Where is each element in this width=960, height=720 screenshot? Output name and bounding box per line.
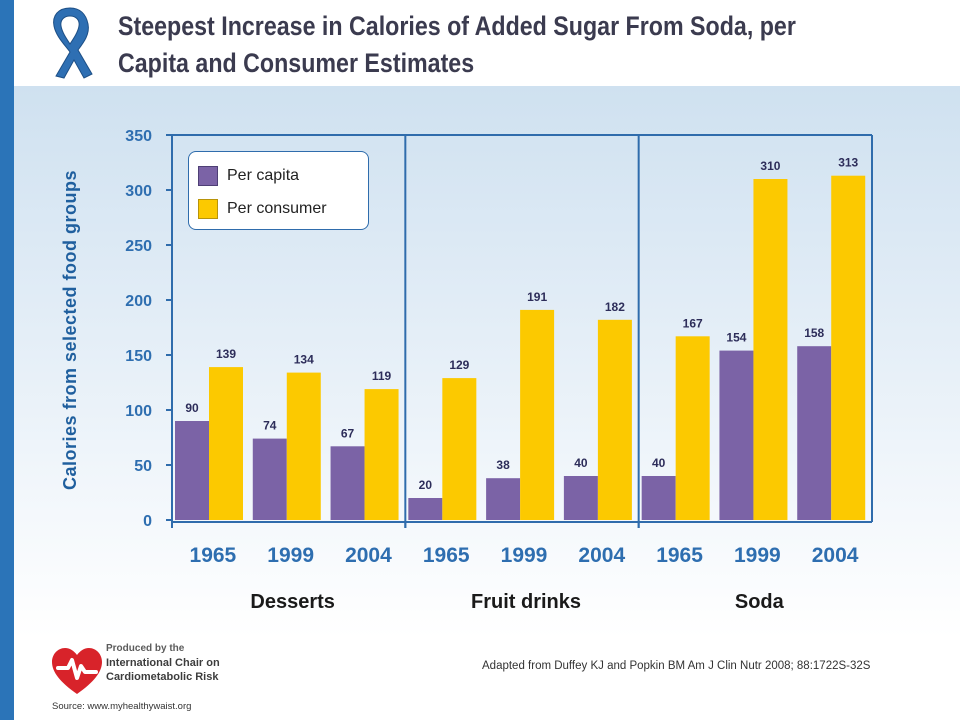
bar-per-capita [252,438,287,520]
bar-per-capita [330,446,365,520]
logo-line-3: Cardiometabolic Risk [106,671,219,683]
logo-line-1: Produced by the [106,643,185,654]
data-label-per-consumer: 313 [838,156,858,170]
title-line-2: Capita and Consumer Estimates [118,48,475,78]
bar-per-capita [563,476,598,520]
data-label-per-capita: 38 [496,458,510,472]
bar-per-consumer [831,175,866,520]
logo-text: Produced by the International Chair on C… [106,642,246,684]
data-label-per-consumer: 139 [216,347,236,361]
data-label-per-consumer: 129 [449,358,469,372]
legend-label-per-consumer: Per consumer [227,200,327,217]
chart-labels: 0 50 100 150 200 250 300 350 90 139 1965 74 134 1999 6… [125,128,858,613]
bar-per-capita [408,498,443,520]
x-year-label: 2004 [345,544,392,567]
data-label-per-consumer: 191 [527,290,547,304]
x-year-label: 2004 [812,544,859,567]
source-text: Source: www.myhealthywaist.org [52,701,192,712]
data-label-per-capita: 40 [574,456,588,470]
citation-text: Adapted from Duffey KJ and Popkin BM Am … [482,660,871,672]
data-label-per-capita: 67 [341,426,355,440]
x-year-label: 2004 [578,544,625,567]
bar-per-capita [175,421,209,520]
data-label-per-capita: 154 [726,331,746,345]
x-year-label: 1965 [190,544,237,567]
bar-per-consumer [209,367,243,520]
x-year-label: 1999 [501,544,548,567]
bar-per-consumer [286,372,321,520]
y-axis-label: Calories from selected food groups [60,170,80,490]
chart-axes [166,134,873,528]
bar-per-consumer [675,336,710,520]
legend-item-per-consumer: Per consumer [198,199,327,219]
chart-legend: Per capita Per consumer [188,151,369,230]
data-label-per-capita: 90 [185,401,199,415]
bar-per-capita [486,478,521,520]
x-group-label: Fruit drinks [471,591,581,613]
x-year-label: 1999 [734,544,781,567]
icc-logo: Produced by the International Chair on C… [50,640,240,700]
y-tick-label: 250 [125,238,152,255]
per-consumer-swatch [198,199,218,219]
legend-item-per-capita: Per capita [198,166,299,186]
x-group-label: Desserts [250,591,335,613]
x-year-label: 1999 [267,544,314,567]
bar-per-capita [719,350,754,520]
y-tick-label: 100 [125,403,152,420]
chart-bars [175,175,866,520]
slide-title: Steepest Increase in Calories of Added S… [118,8,806,82]
data-label-per-consumer: 134 [294,353,314,367]
y-tick-label: 150 [125,348,152,365]
data-label-per-capita: 40 [652,456,666,470]
legend-label-per-capita: Per capita [227,167,300,184]
left-accent-stripe [0,0,14,720]
per-capita-swatch [198,166,218,186]
bar-per-consumer [520,309,555,520]
data-label-per-capita: 158 [804,326,824,340]
logo-line-2: International Chair on [106,657,220,669]
bar-per-capita [797,346,832,520]
data-label-per-consumer: 182 [605,300,625,314]
y-tick-label: 200 [125,293,152,310]
data-label-per-consumer: 167 [683,316,703,330]
y-tick-label: 300 [125,183,152,200]
data-label-per-consumer: 310 [760,159,780,173]
bar-per-consumer [597,319,632,520]
x-year-label: 1965 [656,544,703,567]
awareness-ribbon-icon [53,7,93,79]
bar-per-consumer [753,179,788,520]
bar-per-capita [641,476,676,520]
title-line-1: Steepest Increase in Calories of Added S… [118,11,796,41]
slide-footer [14,638,960,720]
data-label-per-consumer: 119 [372,369,392,383]
y-tick-label: 0 [143,513,152,530]
bar-per-consumer [364,389,399,520]
bar-per-consumer [442,378,477,520]
y-tick-label: 50 [134,458,152,475]
slide-header [14,0,960,86]
data-label-per-capita: 20 [419,478,433,492]
x-year-label: 1965 [423,544,470,567]
x-group-label: Soda [735,591,785,613]
y-tick-label: 350 [125,128,152,145]
data-label-per-capita: 74 [263,419,277,433]
heart-logo-icon [52,648,102,694]
